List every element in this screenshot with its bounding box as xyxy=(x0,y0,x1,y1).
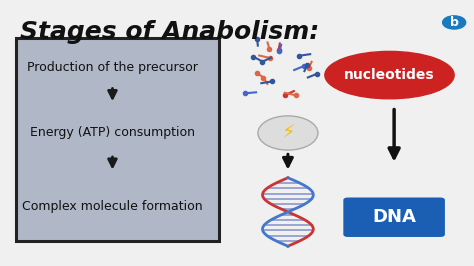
FancyBboxPatch shape xyxy=(343,197,445,237)
Text: ⚡: ⚡ xyxy=(281,123,295,143)
Circle shape xyxy=(443,16,465,29)
Text: Complex molecule formation: Complex molecule formation xyxy=(22,200,203,213)
Text: DNA: DNA xyxy=(372,208,416,226)
Text: Stages of Anabolism:: Stages of Anabolism: xyxy=(20,20,319,44)
Ellipse shape xyxy=(325,51,454,99)
Text: nucleotides: nucleotides xyxy=(344,68,435,82)
Text: b: b xyxy=(450,16,458,29)
FancyBboxPatch shape xyxy=(16,38,219,241)
Text: Energy (ATP) consumption: Energy (ATP) consumption xyxy=(30,127,195,139)
Text: Production of the precursor: Production of the precursor xyxy=(27,61,198,74)
Circle shape xyxy=(258,116,318,150)
